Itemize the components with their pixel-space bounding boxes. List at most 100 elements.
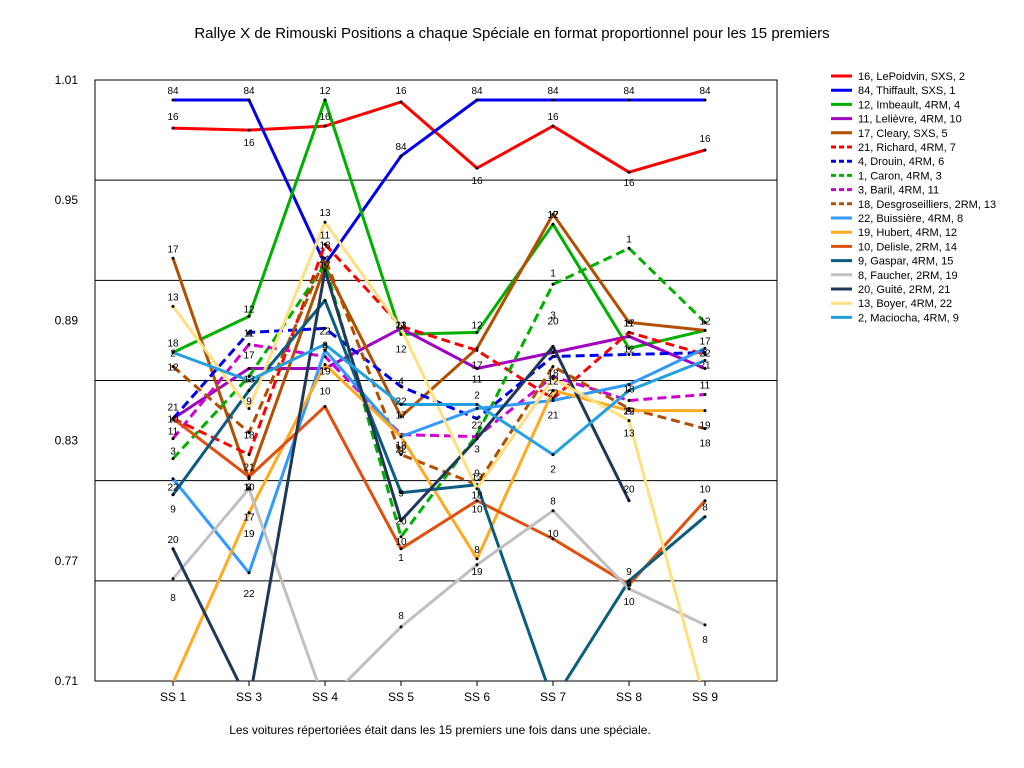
series-line-2 [172,342,706,457]
legend-label: 17, Cleary, SXS, 5 [858,128,948,140]
data-point [171,437,175,441]
data-point [551,399,555,402]
data-label: 16 [395,86,407,97]
data-point [475,499,479,503]
data-label: 4 [550,344,556,355]
data-point [627,587,631,591]
y-tick-label: 1.01 [55,73,79,87]
series-line-19 [172,363,705,681]
legend-item-84: 84, Thiffault, SXS, 1 [831,85,955,97]
y-tick-label: 0.83 [55,434,79,448]
legend-item-20: 20, Guité, 2RM, 21 [831,284,950,296]
series-line-16 [172,100,706,174]
data-label: 10 [547,529,559,540]
data-label: 10 [395,537,407,548]
legend-label: 1, Caron, 4RM, 3 [858,170,942,182]
data-label: 10 [319,387,331,398]
data-point [551,365,555,368]
legend-label: 84, Thiffault, SXS, 1 [858,85,955,97]
data-point [703,427,707,431]
data-point [323,256,327,260]
data-point [399,415,403,419]
data-label: 10 [471,505,483,516]
legend-label: 21, Richard, 4RM, 7 [858,142,956,154]
data-point [247,379,251,382]
data-label: 17 [243,351,255,362]
data-point [247,407,251,410]
data-label: 4 [170,415,176,426]
data-label: 2 [550,465,556,476]
data-point [247,453,251,457]
series-line-22 [171,347,706,575]
x-axis-ticks: SS 1 SS 3 SS 4 SS 5 SS 6 SS 7 SS 8 SS 9 [160,681,718,704]
series-line-1 [171,246,707,539]
data-point [627,346,631,350]
data-label: 11 [396,320,407,331]
data-label: 20 [547,316,559,327]
data-point [627,353,631,356]
data-point [475,487,479,491]
legend-label: 10, Delisle, 2RM, 14 [858,241,957,253]
legend-label: 22, Buissière, 4RM, 8 [858,213,963,225]
data-point [551,222,555,226]
data-label: 11 [320,230,331,241]
data-label: 8 [550,497,556,508]
x-tick-label: SS 5 [388,690,414,704]
legend-item-11: 11, Lelièvre, 4RM, 10 [831,114,962,126]
legend-label: 12, Imbeault, 4RM, 4 [858,99,960,111]
data-label: 84 [699,86,711,97]
data-point [323,363,327,366]
data-label: 9 [626,567,632,578]
data-point [627,320,631,324]
data-label: 17 [623,318,635,329]
data-label: 17 [699,336,711,347]
data-point [475,563,479,567]
series-line-13 [171,220,702,681]
data-label: 12 [243,304,255,315]
data-point [703,148,707,152]
data-label: 17 [471,361,483,372]
data-label: 11 [168,427,179,438]
data-point [551,389,555,392]
data-label: 19 [243,529,255,540]
data-label: 4 [398,377,404,388]
legend-item-4: 4, Drouin, 4RM, 6 [831,156,944,168]
data-point [247,375,251,378]
data-label: 10 [243,483,255,494]
data-label: 22 [167,483,179,494]
data-label: 16 [319,112,331,123]
data-point [475,557,479,561]
x-tick-label: SS 8 [616,690,642,704]
data-point [475,330,479,334]
data-label: 84 [623,86,635,97]
chart-footnote: Les voitures répertoriées était dans les… [229,723,651,737]
data-point [171,577,175,581]
data-label: 22 [699,349,711,360]
data-point [551,537,555,541]
series-line-18 [172,256,706,487]
data-label: 8 [246,483,252,494]
data-point [171,457,175,461]
data-point [627,330,631,334]
data-label: 3 [170,447,176,458]
data-point [551,344,555,348]
data-label: 84 [547,86,559,97]
x-tick-label: SS 1 [160,690,186,704]
data-label: 11 [624,318,635,329]
data-point [399,519,403,523]
data-point [323,348,327,352]
data-label: 12 [547,210,559,221]
data-label: 12 [167,363,179,374]
data-label: 12 [699,316,711,327]
data-label: 8 [398,611,404,622]
x-tick-label: SS 9 [692,690,718,704]
data-point [247,98,251,102]
data-label: 18 [471,491,483,502]
data-point [627,383,631,386]
data-label: 21 [319,254,331,265]
data-point [247,571,251,575]
series-line-8 [171,487,706,681]
data-label: 13 [319,208,331,219]
legend-item-1: 1, Caron, 4RM, 3 [831,170,942,182]
